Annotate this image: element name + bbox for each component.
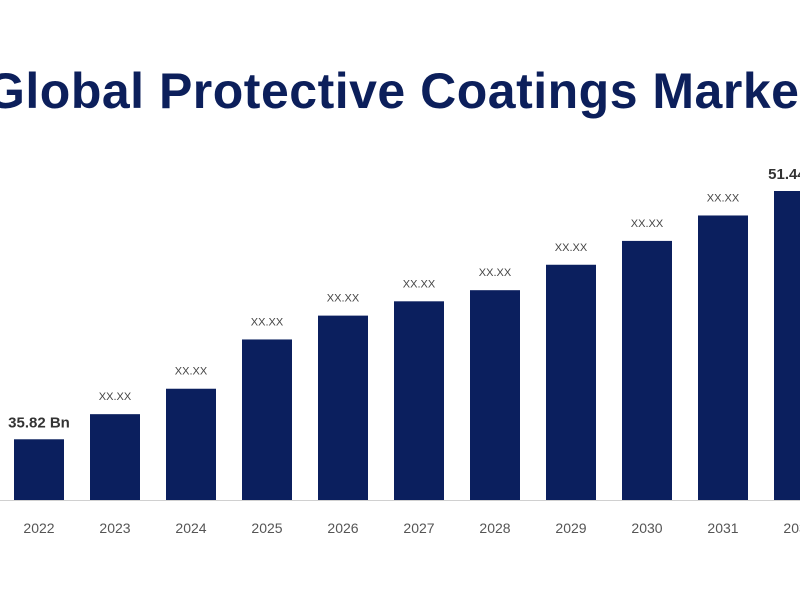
bar-2030 bbox=[622, 240, 672, 500]
x-tick-label-2027: 2027 bbox=[403, 520, 434, 536]
bar-2027 bbox=[394, 301, 444, 500]
x-tick-label-2032: 2032 bbox=[783, 520, 800, 536]
x-tick-label-2023: 2023 bbox=[99, 520, 130, 536]
x-tick-label-2028: 2028 bbox=[479, 520, 510, 536]
bar-2032 bbox=[774, 191, 800, 500]
chart-title: Global Protective Coatings Market bbox=[0, 63, 800, 119]
bar-2025 bbox=[242, 339, 292, 500]
data-label-2026: XX.XX bbox=[327, 293, 360, 305]
data-label-2030: XX.XX bbox=[631, 218, 664, 230]
bar-2029 bbox=[546, 264, 596, 500]
bar-2031 bbox=[698, 215, 748, 500]
x-tick-label-2025: 2025 bbox=[251, 520, 282, 536]
x-tick-label-2022: 2022 bbox=[23, 520, 54, 536]
data-label-2029: XX.XX bbox=[555, 242, 588, 254]
data-label-2027: XX.XX bbox=[403, 278, 436, 290]
bar-2024 bbox=[166, 388, 216, 500]
bar-2023 bbox=[90, 414, 140, 500]
data-label-2025: XX.XX bbox=[251, 316, 284, 328]
data-label-2024: XX.XX bbox=[175, 366, 208, 378]
bar-2026 bbox=[318, 315, 368, 500]
x-tick-label-2029: 2029 bbox=[555, 520, 586, 536]
data-label-2023: XX.XX bbox=[99, 391, 132, 403]
data-label-2028: XX.XX bbox=[479, 267, 512, 279]
data-label-2031: XX.XX bbox=[707, 192, 740, 204]
x-tick-label-2026: 2026 bbox=[327, 520, 358, 536]
data-label-2032: 51.44 Bn bbox=[768, 166, 800, 183]
bar-2022 bbox=[14, 439, 64, 500]
x-tick-label-2031: 2031 bbox=[707, 520, 738, 536]
x-tick-label-2030: 2030 bbox=[631, 520, 662, 536]
data-label-2022: 35.82 Bn bbox=[8, 414, 70, 431]
bar-2028 bbox=[470, 290, 520, 500]
x-tick-label-2024: 2024 bbox=[175, 520, 206, 536]
